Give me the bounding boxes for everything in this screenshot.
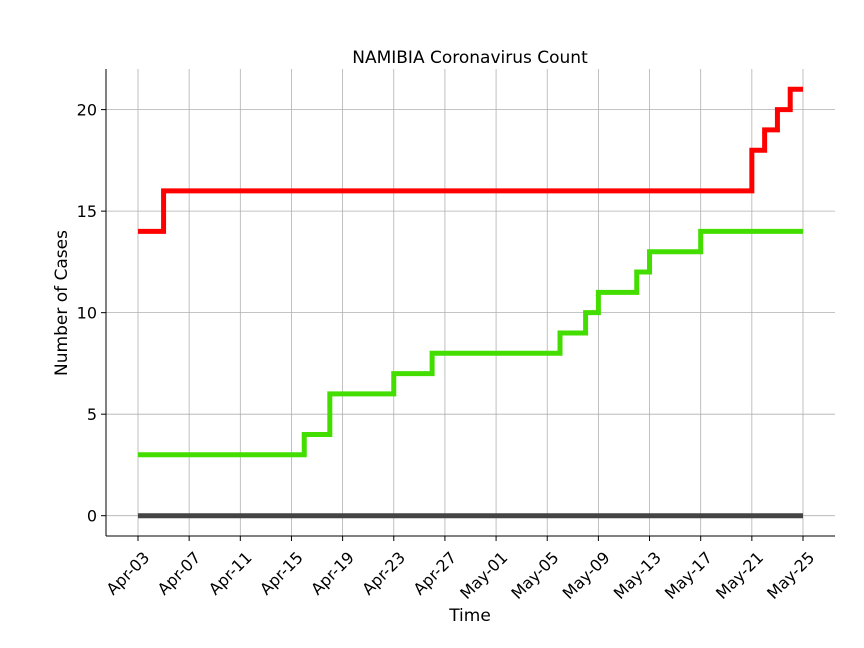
x-tick-label: Apr-23 xyxy=(358,548,409,599)
y-tick-label: 0 xyxy=(87,507,97,526)
x-tick-label: May-17 xyxy=(661,548,716,603)
series-line-0 xyxy=(138,86,803,234)
x-axis-label: Time xyxy=(448,606,491,626)
series-layer xyxy=(138,86,803,519)
x-tick-label: May-13 xyxy=(610,548,665,603)
x-tick-label: Apr-15 xyxy=(256,548,307,599)
x-tick-label: Apr-19 xyxy=(307,548,358,599)
x-tick-label: Apr-07 xyxy=(154,548,205,599)
x-tick-label: May-25 xyxy=(763,548,818,603)
series-line-1 xyxy=(138,228,803,458)
x-tick-label: May-09 xyxy=(559,548,614,603)
x-tick-label: Apr-03 xyxy=(103,548,154,599)
y-axis-label: Number of Cases xyxy=(52,230,72,376)
x-tick-label: May-01 xyxy=(456,548,511,603)
y-tick-label: 20 xyxy=(77,101,97,120)
y-tick-label: 15 xyxy=(77,202,97,221)
x-axis-ticks: Apr-03 Apr-07 Apr-11 Apr-15 Apr-19 Apr-23 Apr-… xyxy=(103,536,818,603)
x-tick-label: Apr-27 xyxy=(409,548,460,599)
x-tick-label: Apr-11 xyxy=(205,548,256,599)
y-tick-label: 5 xyxy=(87,405,97,424)
y-axis-ticks: 0 5 10 15 20 xyxy=(77,101,106,526)
grid xyxy=(106,69,835,536)
y-tick-label: 10 xyxy=(77,304,97,323)
chart-title: NAMIBIA Coronavirus Count xyxy=(352,48,588,68)
axes xyxy=(105,69,835,537)
x-tick-label: May-21 xyxy=(712,548,767,603)
x-tick-label: May-05 xyxy=(507,548,562,603)
